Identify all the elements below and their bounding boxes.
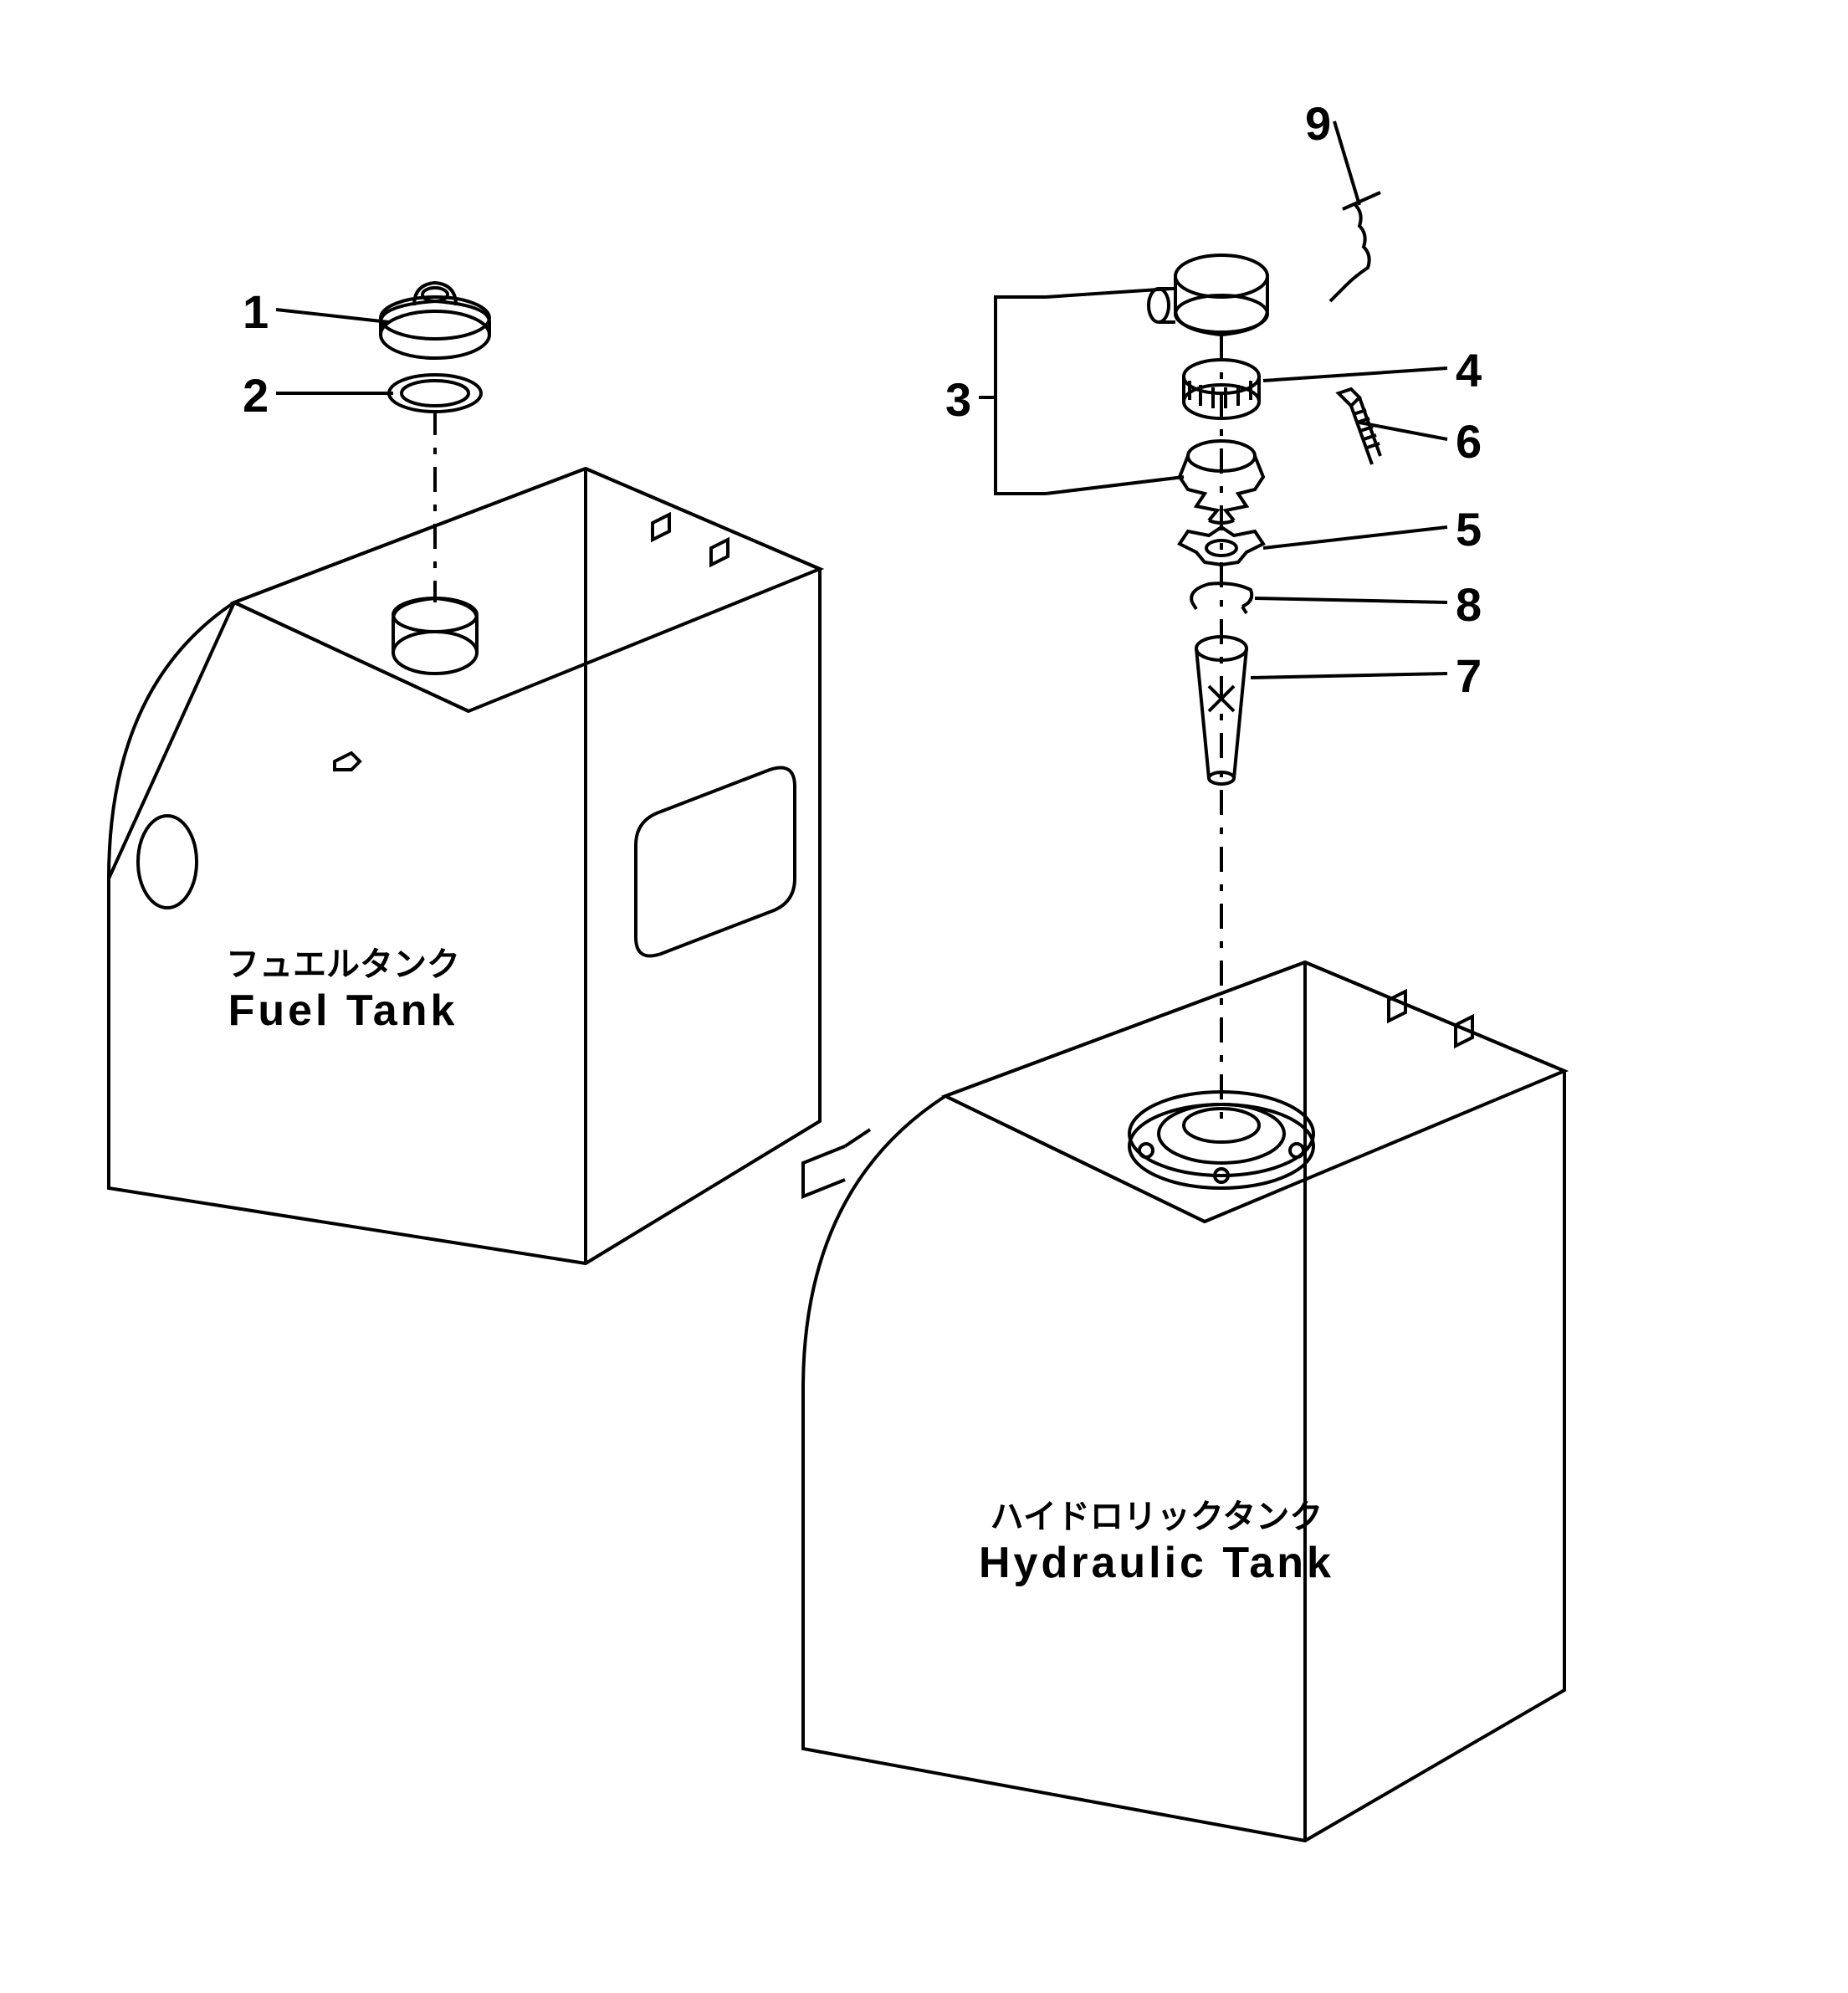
callout-6: 6 (1456, 414, 1482, 469)
fuel-cap-part1 (381, 283, 489, 358)
hydraulic-tank-label-jp: ハイドロリックタンク (979, 1489, 1334, 1538)
fuel-tank-label-en: Fuel Tank (226, 986, 460, 1036)
part8-snapring (1191, 583, 1252, 613)
callout-4: 4 (1456, 343, 1482, 397)
callout-5: 5 (1456, 502, 1482, 556)
callout-3: 3 (945, 372, 971, 427)
callout-2: 2 (243, 368, 269, 423)
part9-spring (1330, 192, 1380, 301)
part3-breather-cap (1149, 255, 1267, 335)
callout-7: 7 (1456, 648, 1482, 703)
hydraulic-tank-label: ハイドロリックタンク Hydraulic Tank (979, 1489, 1334, 1588)
fuel-gasket-part2 (389, 375, 481, 412)
fuel-tank-drawing (109, 469, 820, 1263)
callout-9: 9 (1305, 96, 1331, 151)
callout-8: 8 (1456, 577, 1482, 632)
fuel-tank-label: フュエルタンク Fuel Tank (226, 937, 460, 1036)
parts-diagram: 1 2 3 4 5 6 7 8 9 フュエルタンク Fuel Tank ハイドロ… (0, 0, 1848, 1993)
callout-1: 1 (243, 284, 269, 339)
hydraulic-tank-drawing (803, 962, 1564, 1841)
fuel-tank-label-jp: フュエルタンク (226, 937, 460, 986)
hydraulic-tank-label-en: Hydraulic Tank (979, 1538, 1334, 1588)
